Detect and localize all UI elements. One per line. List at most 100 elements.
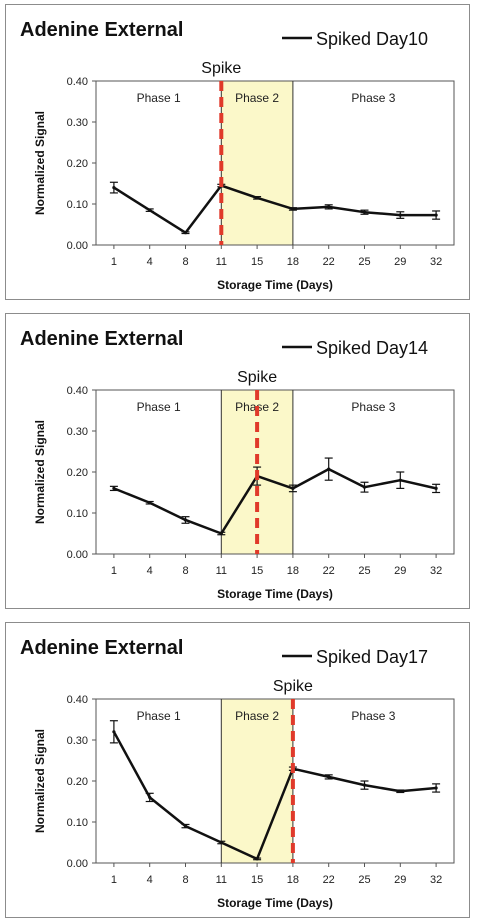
data-point [219, 840, 223, 845]
y-tick-label: 0.10 [67, 199, 88, 211]
data-point [255, 196, 259, 200]
x-tick-label: 25 [358, 256, 370, 268]
y-tick-label: 0.40 [67, 385, 88, 397]
chart-panel-day10: Adenine External Spiked Day10 Phase 1 Phase… [5, 4, 470, 300]
x-tick-label: 11 [216, 256, 227, 268]
x-tick-label: 32 [430, 874, 442, 886]
data-point [219, 531, 223, 536]
series-line [112, 731, 437, 861]
chart-title: Adenine External [20, 19, 183, 41]
data-point [112, 186, 116, 190]
phase-1-label: Phase 1 [137, 400, 181, 414]
data-point [327, 775, 331, 779]
y-tick-label: 0.10 [67, 817, 88, 829]
phase2-region [221, 81, 293, 245]
x-tick-label: 29 [394, 565, 406, 577]
chart-title: Adenine External [20, 328, 183, 350]
x-tick-label: 18 [287, 565, 299, 577]
y-tick-label: 0.40 [67, 694, 88, 706]
x-tick-label: 4 [147, 565, 153, 577]
chart-panel-day14: Adenine External Spiked Day14 Phase 1 Phase… [5, 313, 470, 609]
data-point [327, 205, 331, 209]
x-tick-label: 1 [111, 256, 117, 268]
x-tick-label: 32 [430, 256, 442, 268]
data-point [112, 486, 116, 490]
x-tick-label: 18 [287, 874, 299, 886]
data-point [362, 783, 367, 787]
data-point [434, 486, 438, 490]
data-point [183, 231, 188, 235]
phase-3-label: Phase 3 [351, 400, 395, 414]
x-tick-label: 18 [287, 256, 299, 268]
spike-label: Spike [201, 60, 241, 77]
data-point [362, 210, 367, 214]
y-tick-label: 0.30 [67, 117, 88, 129]
chart-svg-day17: Adenine External Spiked Day17 Phase 1 Phase… [20, 637, 455, 910]
data-point [148, 208, 152, 212]
phase-2-label: Phase 2 [235, 709, 279, 723]
x-tick-label: 15 [251, 565, 263, 577]
data-point [183, 824, 188, 828]
phase-2-label: Phase 2 [235, 91, 279, 105]
x-tick-label: 25 [358, 874, 370, 886]
y-tick-label: 0.00 [67, 240, 88, 252]
x-tick-label: 1 [111, 565, 117, 577]
x-tick-label: 22 [323, 256, 335, 268]
x-tick-label: 22 [323, 874, 335, 886]
x-tick-label: 15 [251, 874, 263, 886]
data-point [362, 485, 367, 489]
y-tick-label: 0.20 [67, 158, 88, 170]
x-tick-label: 4 [147, 874, 153, 886]
x-tick-label: 4 [147, 256, 153, 268]
data-point [398, 213, 402, 217]
spike-label: Spike [273, 678, 313, 695]
y-tick-label: 0.20 [67, 467, 88, 479]
y-tick-label: 0.30 [67, 735, 88, 747]
x-axis-label: Storage Time (Days) [217, 896, 333, 910]
legend-label: Spiked Day17 [316, 647, 428, 667]
x-tick-label: 29 [394, 874, 406, 886]
spike-label: Spike [237, 369, 277, 386]
y-axis-label: Normalized Signal [33, 729, 47, 833]
data-point [398, 478, 402, 482]
phase-3-label: Phase 3 [351, 709, 395, 723]
x-tick-label: 8 [182, 874, 188, 886]
y-axis-label: Normalized Signal [33, 420, 47, 524]
x-tick-label: 8 [182, 565, 188, 577]
series-line [113, 184, 437, 234]
data-point [291, 207, 295, 211]
data-point [255, 857, 259, 861]
y-axis-label: Normalized Signal [33, 111, 47, 215]
x-tick-label: 11 [216, 565, 227, 577]
x-tick-label: 22 [323, 565, 335, 577]
x-tick-label: 1 [111, 874, 117, 886]
phase-1-label: Phase 1 [137, 91, 181, 105]
data-point [148, 501, 152, 505]
y-tick-label: 0.40 [67, 76, 88, 88]
data-point [148, 795, 152, 799]
y-tick-label: 0.00 [67, 858, 88, 870]
y-tick-label: 0.10 [67, 508, 88, 520]
chart-svg-day10: Adenine External Spiked Day10 Phase 1 Phase… [20, 19, 455, 292]
chart-title: Adenine External [20, 637, 183, 659]
legend-label: Spiked Day14 [316, 338, 428, 358]
x-tick-label: 8 [182, 256, 188, 268]
series-line [113, 467, 437, 535]
x-axis-label: Storage Time (Days) [217, 278, 333, 292]
x-axis-label: Storage Time (Days) [217, 587, 333, 601]
data-point [434, 213, 438, 217]
x-tick-label: 11 [216, 874, 227, 886]
x-tick-label: 25 [358, 565, 370, 577]
data-point [398, 789, 402, 793]
y-tick-label: 0.00 [67, 549, 88, 561]
legend-label: Spiked Day10 [316, 29, 428, 49]
data-point [112, 730, 116, 734]
data-point [183, 518, 188, 522]
phase-1-label: Phase 1 [137, 709, 181, 723]
data-point [434, 786, 438, 790]
phase-3-label: Phase 3 [351, 91, 395, 105]
x-tick-label: 29 [394, 256, 406, 268]
phase2-region [221, 699, 293, 863]
chart-panel-day17: Adenine External Spiked Day17 Phase 1 Phase… [5, 622, 470, 918]
y-tick-label: 0.20 [67, 776, 88, 788]
